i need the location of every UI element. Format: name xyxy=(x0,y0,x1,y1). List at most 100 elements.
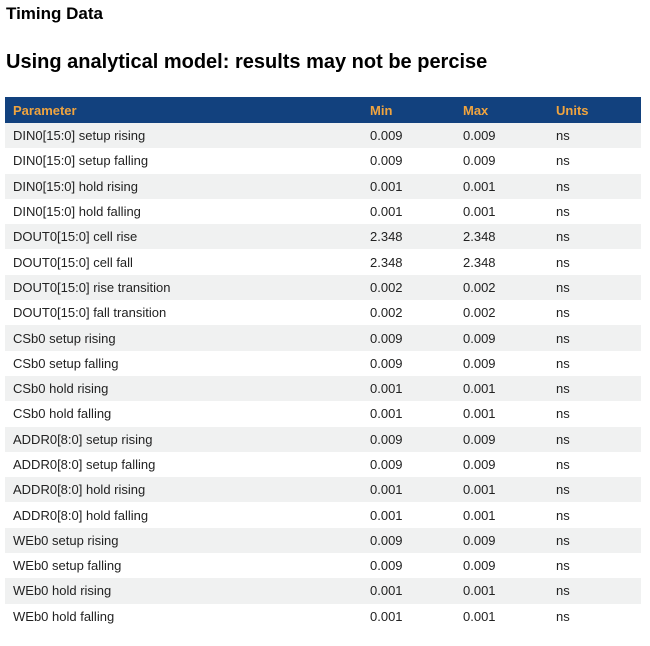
table-row: DIN0[15:0] setup rising 0.009 0.009 ns xyxy=(5,123,641,149)
cell-min: 0.001 xyxy=(370,406,403,422)
cell-units: ns xyxy=(556,558,570,574)
cell-parameter: DOUT0[15:0] rise transition xyxy=(13,279,171,295)
cell-parameter: CSb0 hold falling xyxy=(13,406,112,422)
cell-parameter: WEb0 setup falling xyxy=(13,558,122,574)
cell-parameter: ADDR0[8:0] hold falling xyxy=(13,507,149,523)
cell-min: 0.001 xyxy=(370,204,403,220)
table-row: WEb0 setup rising 0.009 0.009 ns xyxy=(5,527,641,554)
cell-units: ns xyxy=(556,355,570,371)
cell-parameter: CSb0 hold rising xyxy=(13,381,109,397)
table-row: DIN0[15:0] setup falling 0.009 0.009 ns xyxy=(5,148,641,174)
table-row: ADDR0[8:0] setup rising 0.009 0.009 ns xyxy=(5,426,641,452)
table-body: DIN0[15:0] setup rising 0.009 0.009 ns DIN0[… xyxy=(5,123,641,629)
cell-parameter: DOUT0[15:0] cell rise xyxy=(13,229,138,245)
column-header-units: Units xyxy=(556,102,589,118)
cell-max: 0.001 xyxy=(463,583,496,599)
cell-units: ns xyxy=(556,431,570,447)
cell-units: ns xyxy=(556,204,570,220)
table-row: CSb0 hold falling 0.001 0.001 ns xyxy=(5,401,641,427)
cell-min: 0.001 xyxy=(370,608,403,624)
cell-min: 0.009 xyxy=(370,128,403,144)
cell-units: ns xyxy=(556,608,570,624)
table-row: CSb0 setup falling 0.009 0.009 ns xyxy=(5,350,641,376)
cell-parameter: ADDR0[8:0] setup falling xyxy=(13,457,156,472)
table-header: Parameter Min Max Units xyxy=(5,97,641,123)
page-subtitle: Using analytical model: results may not … xyxy=(6,51,488,73)
cell-units: ns xyxy=(556,305,570,321)
cell-max: 0.009 xyxy=(463,558,496,574)
cell-max: 0.009 xyxy=(463,457,496,472)
cell-max: 0.009 xyxy=(463,532,496,548)
timing-data-table: Parameter Min Max Units DIN0[15:0] setup ri… xyxy=(5,97,641,629)
cell-parameter: DIN0[15:0] hold rising xyxy=(13,178,139,194)
column-header-max: Max xyxy=(463,102,489,118)
cell-min: 0.009 xyxy=(370,431,403,447)
cell-max: 2.348 xyxy=(463,254,496,270)
cell-parameter: WEb0 hold falling xyxy=(13,608,115,624)
cell-max: 0.001 xyxy=(463,507,496,523)
cell-min: 0.002 xyxy=(370,305,403,321)
cell-max: 0.001 xyxy=(463,406,496,422)
cell-min: 0.009 xyxy=(370,532,403,548)
cell-parameter: DIN0[15:0] setup rising xyxy=(13,128,146,144)
cell-max: 0.001 xyxy=(463,204,496,220)
table-row: ADDR0[8:0] hold rising 0.001 0.001 ns xyxy=(5,477,641,503)
cell-units: ns xyxy=(556,254,570,270)
cell-max: 0.009 xyxy=(463,355,496,371)
column-header-parameter: Parameter xyxy=(13,102,77,118)
cell-min: 0.009 xyxy=(370,153,403,169)
table-row: DOUT0[15:0] rise transition 0.002 0.002 ns xyxy=(5,274,641,301)
page-title: Timing Data xyxy=(6,4,103,23)
table-header-row: Parameter Min Max Units xyxy=(5,97,641,123)
cell-max: 0.001 xyxy=(463,178,496,194)
cell-min: 0.002 xyxy=(370,279,403,295)
table-row: WEb0 hold rising 0.001 0.001 ns xyxy=(5,578,641,604)
cell-units: ns xyxy=(556,153,570,169)
cell-max: 0.002 xyxy=(463,305,496,321)
cell-max: 0.001 xyxy=(463,381,496,397)
table-row: ADDR0[8:0] setup falling 0.009 0.009 ns xyxy=(5,451,641,478)
cell-parameter: ADDR0[8:0] setup rising xyxy=(13,431,153,447)
cell-max: 0.009 xyxy=(463,431,496,447)
table-row: CSb0 hold rising 0.001 0.001 ns xyxy=(5,375,641,402)
cell-units: ns xyxy=(556,381,570,397)
cell-max: 0.001 xyxy=(463,482,496,498)
cell-min: 0.009 xyxy=(370,558,403,574)
cell-units: ns xyxy=(556,279,570,295)
cell-parameter: WEb0 setup rising xyxy=(13,532,119,548)
table-row: ADDR0[8:0] hold falling 0.001 0.001 ns xyxy=(5,502,641,528)
cell-parameter: DOUT0[15:0] fall transition xyxy=(13,305,167,321)
table-row: DIN0[15:0] hold falling 0.001 0.001 ns xyxy=(5,198,641,225)
cell-min: 0.001 xyxy=(370,381,403,397)
table-row: DOUT0[15:0] fall transition 0.002 0.002 ns xyxy=(5,300,641,326)
report-page: Timing Data Using analytical model: resu… xyxy=(0,4,650,646)
cell-units: ns xyxy=(556,128,570,144)
table-row: DIN0[15:0] hold rising 0.001 0.001 ns xyxy=(5,173,641,199)
cell-parameter: DOUT0[15:0] cell fall xyxy=(13,254,133,270)
table-row: WEb0 hold falling 0.001 0.001 ns xyxy=(5,603,641,629)
cell-min: 0.001 xyxy=(370,178,403,194)
cell-units: ns xyxy=(556,532,570,548)
cell-max: 0.001 xyxy=(463,608,496,624)
table-row: DOUT0[15:0] cell fall 2.348 2.348 ns xyxy=(5,249,641,275)
cell-min: 0.009 xyxy=(370,355,403,371)
cell-parameter: DIN0[15:0] hold falling xyxy=(13,204,141,220)
cell-max: 0.009 xyxy=(463,128,496,144)
cell-parameter: WEb0 hold rising xyxy=(13,583,112,599)
cell-units: ns xyxy=(556,178,570,194)
cell-units: ns xyxy=(556,229,570,245)
cell-min: 0.001 xyxy=(370,507,403,523)
cell-parameter: CSb0 setup falling xyxy=(13,355,119,371)
cell-units: ns xyxy=(556,583,570,599)
column-header-min: Min xyxy=(370,102,393,118)
cell-min: 0.001 xyxy=(370,482,403,498)
cell-min: 0.001 xyxy=(370,583,403,599)
cell-min: 2.348 xyxy=(370,229,403,245)
table-row: DOUT0[15:0] cell rise 2.348 2.348 ns xyxy=(5,224,641,250)
cell-units: ns xyxy=(556,457,570,472)
cell-parameter: CSb0 setup rising xyxy=(13,330,116,346)
cell-min: 0.009 xyxy=(370,330,403,346)
cell-units: ns xyxy=(556,330,570,346)
cell-units: ns xyxy=(556,507,570,523)
cell-units: ns xyxy=(556,482,570,498)
